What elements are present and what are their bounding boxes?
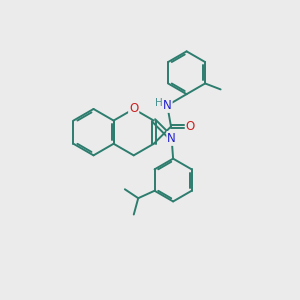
Text: N: N: [167, 132, 176, 145]
Text: O: O: [129, 103, 138, 116]
Text: H: H: [155, 98, 163, 108]
Text: O: O: [186, 120, 195, 133]
Text: N: N: [163, 99, 172, 112]
